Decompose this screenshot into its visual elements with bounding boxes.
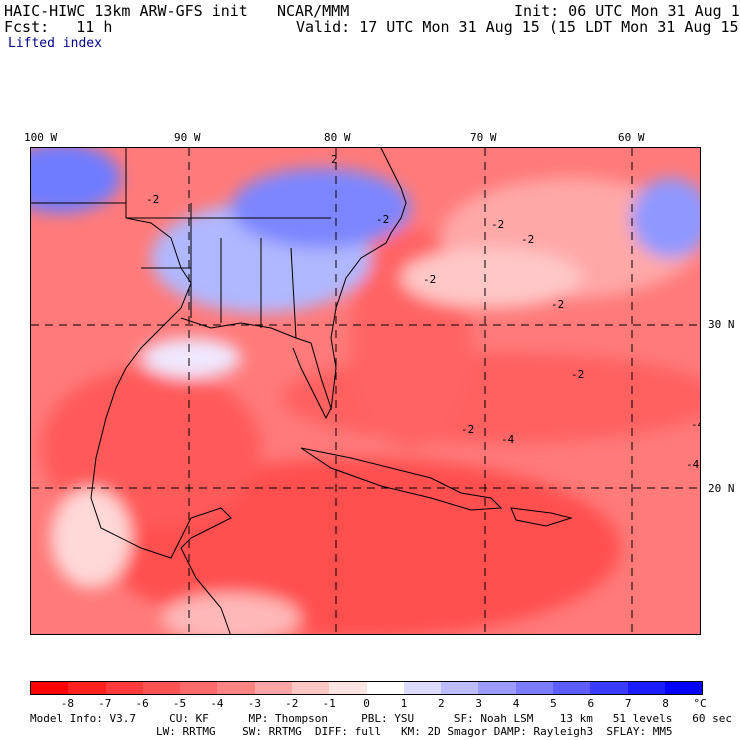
colorbar-segment xyxy=(590,682,628,694)
lon-label-80w: 80 W xyxy=(324,131,351,144)
graticule xyxy=(31,148,700,634)
colorbar-tick-label: 7 xyxy=(624,697,632,710)
contour-label: -2 xyxy=(376,213,389,226)
colorbar-segment xyxy=(664,682,703,694)
contour-label: -2 xyxy=(423,273,436,286)
colorbar-segment xyxy=(552,682,591,694)
colorbar-tick-label: -1 xyxy=(322,697,336,710)
colorbar-segment xyxy=(254,682,292,694)
colorbar-segment xyxy=(329,682,367,694)
colorbar-segment xyxy=(31,682,69,694)
contour-label: 2 xyxy=(331,153,338,166)
model-info-line2: LW: RRTMG SW: RRTMG DIFF: full KM: 2D Sm… xyxy=(156,725,673,738)
colorbar-tick-label: 8 xyxy=(662,697,669,710)
field-weak-mid xyxy=(401,248,581,308)
colorbar-tick-label: 1 xyxy=(400,697,408,710)
init-time: Init: 06 UTC Mon 31 Aug 15 xyxy=(514,2,740,20)
contour-label: -4 xyxy=(686,458,700,471)
field-band-atlantic xyxy=(281,353,700,443)
contour-label: -4 xyxy=(501,433,515,446)
field-name: Lifted index xyxy=(8,36,102,51)
colorbar-tick-label: -6 xyxy=(135,697,149,710)
colorbar-tick-label: -4 xyxy=(210,697,224,710)
field-stable-carolinas xyxy=(231,168,411,248)
field-stable-texas-north xyxy=(31,148,121,213)
model-title: HAIC-HIWC 13km ARW-GFS init xyxy=(4,2,248,20)
org-label: NCAR/MMM xyxy=(277,2,350,20)
colorbar-segment xyxy=(105,682,143,694)
map-svg: -2 -2 -2 -2 -2 -2 -4 -4 -4 -2 2 -2 xyxy=(31,148,701,634)
colorbar-tick-label: 3 xyxy=(475,697,482,710)
colorbar-segment xyxy=(441,682,479,694)
model-info-line1: Model Info: V3.7 CU: KF MP: Thompson PBL… xyxy=(30,712,732,725)
colorbar-tick-label: 0 xyxy=(363,697,370,710)
contour-label: -2 xyxy=(551,298,564,311)
atlantic-coastline xyxy=(330,148,407,411)
colorbar-tick-label: -3 xyxy=(247,697,261,710)
lifted-index-map: -2 -2 -2 -2 -2 -2 -4 -4 -4 -2 2 -2 xyxy=(30,147,701,635)
colorbar-segment xyxy=(627,682,665,694)
colorbar-tick-label: 2 xyxy=(437,697,445,710)
valid-time: Valid: 17 UTC Mon 31 Aug 15 (15 LDT Mon … xyxy=(296,18,740,36)
colorbar-tick-label: 4 xyxy=(512,697,520,710)
colorbar-segment xyxy=(403,682,442,694)
coastlines xyxy=(31,148,573,634)
contour-label: -2 xyxy=(571,368,584,381)
cuba-hispaniola xyxy=(300,447,503,511)
lon-label-90w: 90 W xyxy=(174,131,201,144)
field-stable-east xyxy=(631,178,700,258)
colorbar-segment xyxy=(217,682,255,694)
field-weak-mexico xyxy=(51,488,131,588)
colorbar-segment xyxy=(291,682,330,694)
contour-label: -2 xyxy=(146,193,159,206)
contour-label: -2 xyxy=(491,218,504,231)
florida-gulf-coast xyxy=(180,317,332,420)
forecast-hour: Fcst: 11 h xyxy=(4,18,113,36)
contour-label: -4 xyxy=(691,418,701,431)
colorbar-tick-label: 5 xyxy=(550,697,557,710)
lon-label-60w: 60 W xyxy=(618,131,645,144)
contour-label-group: -2 -2 -2 -2 -2 -2 -4 -4 -4 -2 2 -2 xyxy=(146,153,701,471)
state-borders xyxy=(125,148,331,339)
colorbar-unit: °C xyxy=(693,697,707,710)
lon-label-70w: 70 W xyxy=(470,131,497,144)
field-weak-central-america xyxy=(161,593,301,634)
colorbar-segment xyxy=(68,682,106,694)
colorbar-segment xyxy=(142,682,181,694)
contour-label: -2 xyxy=(461,423,474,436)
gulf-coastline xyxy=(31,202,232,634)
colorbar-segment xyxy=(515,682,553,694)
colorbar-tick-label: -5 xyxy=(172,697,187,710)
colorbar-tick-label: -7 xyxy=(98,697,112,710)
colorbar xyxy=(30,681,703,695)
puerto-rico xyxy=(510,507,573,527)
colorbar-segment xyxy=(366,682,404,694)
contour-label: -2 xyxy=(521,233,534,246)
colorbar-segment xyxy=(180,682,218,694)
lat-label-20n: 20 N xyxy=(708,482,735,495)
colorbar-segment xyxy=(478,682,516,694)
lat-label-30n: 30 N xyxy=(708,318,735,331)
colorbar-tick-label: -8 xyxy=(60,697,74,710)
colorbar-tick-label: -2 xyxy=(285,697,299,710)
lon-label-100w: 100 W xyxy=(24,131,58,144)
colorbar-tick-label: 6 xyxy=(587,697,595,710)
field-neutral-gulf-coast xyxy=(141,338,241,378)
